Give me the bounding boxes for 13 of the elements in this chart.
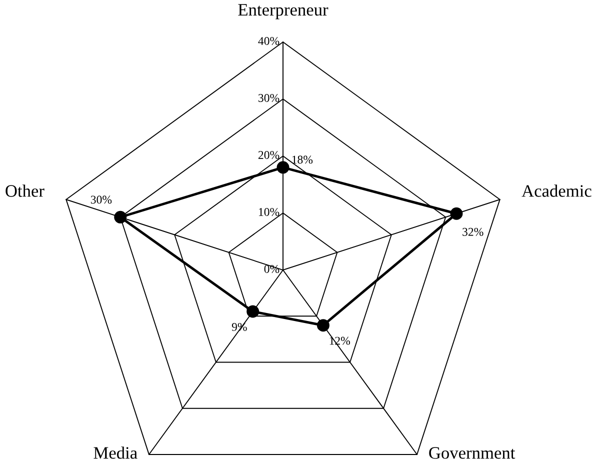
data-label: 30% <box>90 196 112 204</box>
spoke-label: Other <box>6 184 44 197</box>
data-label: 18% <box>292 156 313 164</box>
spoke-label: Media <box>94 446 138 459</box>
y-tick-label: 30% <box>258 94 280 102</box>
spoke-label: Enterpreneur <box>238 4 328 20</box>
spoke-label: Academic <box>522 184 592 197</box>
y-tick-label: 0% <box>264 264 280 273</box>
y-tick-label: 10% <box>258 208 280 216</box>
y-tick-label: 40% <box>258 36 280 45</box>
spoke-label: Government <box>429 447 516 459</box>
y-tick-label: 20% <box>258 150 280 159</box>
data-label: 32% <box>462 228 484 236</box>
